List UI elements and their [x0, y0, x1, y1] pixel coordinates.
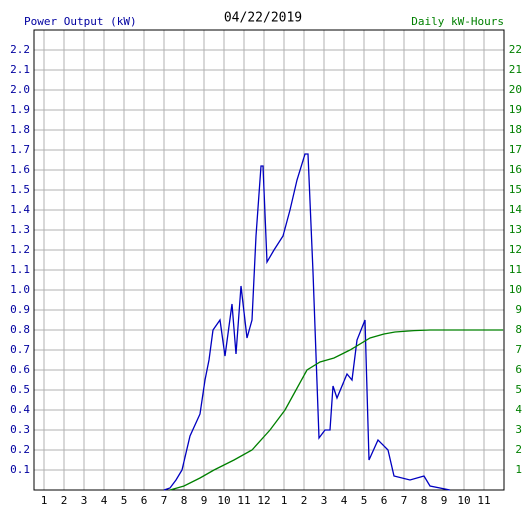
y-tick-label: 0.4 — [10, 403, 30, 416]
y2-tick-label: 18 — [509, 123, 522, 136]
x-tick-label: 6 — [141, 494, 148, 507]
x-tick-label: 7 — [401, 494, 408, 507]
y2-tick-label: 15 — [509, 183, 522, 196]
y2-tick-label: 4 — [515, 403, 522, 416]
y-tick-label: 1.1 — [10, 263, 30, 276]
y2-tick-label: 14 — [509, 203, 523, 216]
y-tick-label: 0.5 — [10, 383, 30, 396]
y-tick-label: 1.6 — [10, 163, 30, 176]
y2-tick-label: 16 — [509, 163, 522, 176]
y-tick-label: 0.3 — [10, 423, 30, 436]
y2-tick-label: 5 — [515, 383, 522, 396]
x-tick-label: 10 — [457, 494, 470, 507]
y-tick-label: 1.8 — [10, 123, 30, 136]
y2-tick-label: 13 — [509, 223, 522, 236]
x-tick-label: 9 — [441, 494, 448, 507]
x-tick-label: 11 — [237, 494, 250, 507]
y-tick-label: 1.7 — [10, 143, 30, 156]
y2-tick-label: 12 — [509, 243, 522, 256]
x-tick-label: 10 — [217, 494, 230, 507]
x-tick-label: 3 — [321, 494, 328, 507]
y2-tick-label: 8 — [515, 323, 522, 336]
x-tick-label: 2 — [61, 494, 68, 507]
x-tick-label: 5 — [361, 494, 368, 507]
y-tick-label: 2.1 — [10, 63, 30, 76]
y-axis-label: Power Output (kW) — [24, 15, 137, 28]
y-tick-label: 0.7 — [10, 343, 30, 356]
x-tick-label: 12 — [257, 494, 270, 507]
y2-tick-label: 19 — [509, 103, 522, 116]
y2-tick-label: 1 — [515, 463, 522, 476]
x-tick-label: 11 — [477, 494, 490, 507]
y-tick-label: 0.6 — [10, 363, 30, 376]
y-tick-label: 0.2 — [10, 443, 30, 456]
y2-axis-label: Daily kW-Hours — [411, 15, 504, 28]
y2-tick-label: 6 — [515, 363, 522, 376]
y-tick-label: 1.2 — [10, 243, 30, 256]
x-tick-label: 4 — [101, 494, 108, 507]
x-tick-label: 2 — [301, 494, 308, 507]
x-tick-label: 6 — [381, 494, 388, 507]
y2-tick-label: 2 — [515, 443, 522, 456]
x-tick-label: 7 — [161, 494, 168, 507]
x-tick-label: 9 — [201, 494, 208, 507]
y2-tick-label: 7 — [515, 343, 522, 356]
y-tick-label: 1.4 — [10, 203, 30, 216]
y-tick-label: 1.3 — [10, 223, 30, 236]
x-tick-label: 8 — [421, 494, 428, 507]
x-tick-label: 1 — [281, 494, 288, 507]
y2-tick-label: 3 — [515, 423, 522, 436]
y-tick-label: 1.0 — [10, 283, 30, 296]
y2-tick-label: 17 — [509, 143, 522, 156]
y-tick-label: 2.2 — [10, 43, 30, 56]
chart-title: 04/22/2019 — [224, 11, 302, 26]
y-tick-label: 0.1 — [10, 463, 30, 476]
y2-tick-label: 10 — [509, 283, 522, 296]
y2-tick-label: 21 — [509, 63, 522, 76]
x-tick-label: 4 — [341, 494, 348, 507]
y-tick-label: 2.0 — [10, 83, 30, 96]
y2-tick-label: 11 — [509, 263, 522, 276]
data-line — [163, 153, 451, 491]
y2-tick-label: 20 — [509, 83, 522, 96]
x-tick-label: 3 — [81, 494, 88, 507]
data-line — [169, 329, 503, 491]
y-tick-label: 1.9 — [10, 103, 30, 116]
y2-tick-label: 22 — [509, 43, 522, 56]
x-tick-label: 8 — [181, 494, 188, 507]
y-tick-label: 0.9 — [10, 303, 30, 316]
y2-tick-label: 9 — [515, 303, 522, 316]
plot-border — [33, 29, 505, 491]
x-tick-label: 1 — [41, 494, 48, 507]
y-tick-label: 0.8 — [10, 323, 30, 336]
x-tick-label: 5 — [121, 494, 128, 507]
y-tick-label: 1.5 — [10, 183, 30, 196]
